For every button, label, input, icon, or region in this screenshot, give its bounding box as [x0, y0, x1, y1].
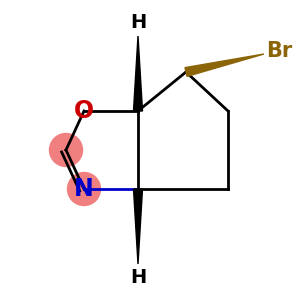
Polygon shape: [134, 189, 142, 264]
Circle shape: [50, 134, 82, 166]
Text: H: H: [130, 13, 146, 32]
Text: Br: Br: [266, 41, 292, 61]
Polygon shape: [185, 54, 264, 76]
Text: O: O: [74, 99, 94, 123]
Text: H: H: [130, 268, 146, 287]
Polygon shape: [134, 36, 142, 111]
Circle shape: [68, 172, 100, 206]
Text: N: N: [74, 177, 94, 201]
